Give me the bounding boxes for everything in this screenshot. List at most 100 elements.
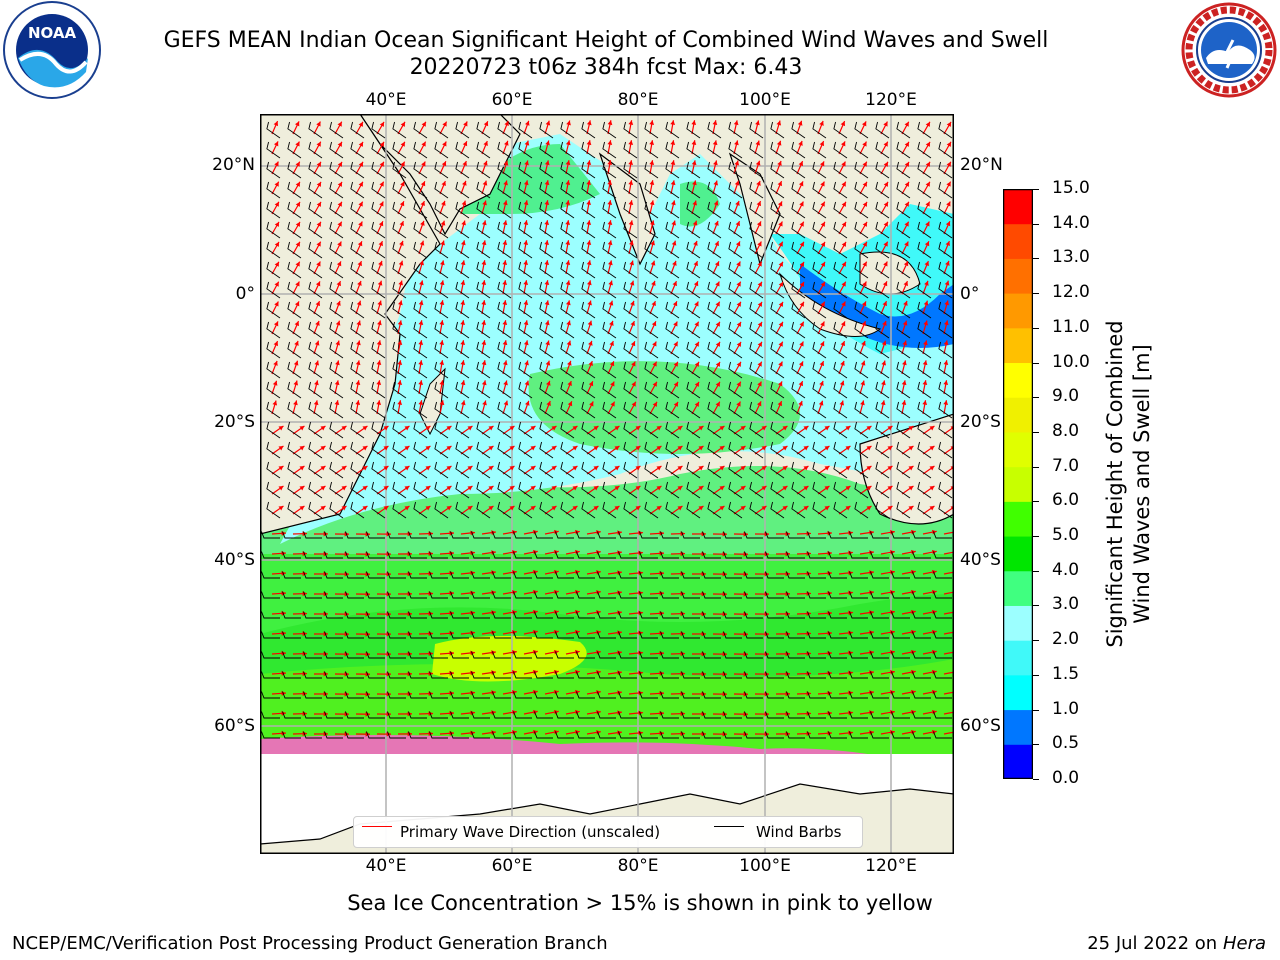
wave-direction-arrowhead: [656, 485, 662, 491]
wave-direction-arrowhead: [883, 181, 888, 187]
wind-barb: [765, 711, 784, 719]
wave-direction-arrowhead: [273, 121, 279, 127]
wave-direction-arrowhead: [608, 260, 613, 266]
wind-barb: [513, 591, 532, 599]
wave-direction-arrowhead: [446, 485, 452, 491]
wave-direction-arrowhead: [418, 320, 424, 326]
wave-direction-arrowhead: [607, 180, 613, 185]
wind-barb: [513, 631, 532, 639]
wind-barb: [665, 201, 680, 219]
wind-barb: [350, 201, 365, 219]
map-panel: Primary Wave Direction (unscaled) Wind B…: [260, 114, 954, 854]
wave-direction-arrowhead: [777, 181, 783, 187]
wave-direction-arrowhead: [777, 160, 782, 166]
wind-barb: [581, 181, 596, 199]
wind-barb: [875, 261, 890, 279]
wind-barb: [728, 181, 743, 199]
wave-direction-arrowhead: [824, 465, 830, 471]
wave-direction-arrowhead: [315, 320, 320, 326]
wind-barb: [686, 381, 701, 399]
wave-direction-arrowhead: [869, 530, 874, 535]
wind-barb: [287, 321, 302, 339]
wave-direction-arrowhead: [488, 505, 494, 511]
wind-barb: [329, 301, 344, 319]
wind-barb: [896, 321, 911, 339]
wind-barb: [455, 241, 470, 259]
wind-barb: [681, 631, 700, 639]
wind-barb: [891, 551, 910, 559]
wind-barb: [450, 631, 469, 639]
wave-direction-arrowhead: [910, 569, 916, 575]
wind-barb: [287, 341, 302, 359]
wind-barb: [702, 631, 721, 639]
wave-direction-arrowhead: [736, 341, 741, 347]
wave-direction-arrowhead: [491, 550, 496, 556]
wind-barb: [870, 591, 889, 599]
wave-direction-arrowhead: [358, 221, 363, 227]
wave-direction-arrowhead: [551, 505, 557, 511]
wave-direction-arrowhead: [736, 401, 741, 407]
wave-direction-arrowhead: [467, 505, 473, 511]
colorbar-label-line1: Significant Height of Combined: [1103, 320, 1127, 648]
wave-direction-arrowhead: [715, 281, 720, 287]
wave-direction-arrowhead: [376, 380, 382, 385]
wave-direction-arrowhead: [481, 300, 487, 305]
wind-barb: [345, 671, 364, 679]
wave-direction-arrowhead: [523, 320, 529, 326]
wave-direction-arrowhead: [572, 425, 578, 431]
wind-barb: [660, 631, 679, 639]
wave-direction-arrowhead: [890, 610, 895, 615]
wave-direction-arrowhead: [617, 530, 622, 536]
wind-barb: [329, 181, 344, 199]
wave-direction-arrowhead: [587, 300, 592, 306]
wind-barb: [917, 421, 932, 439]
lat-tick-left-60s: 60°S: [214, 716, 255, 736]
wave-direction-arrowhead: [715, 381, 720, 387]
wind-barb: [555, 611, 574, 619]
wave-direction-arrowhead: [460, 400, 466, 406]
colorbar-tick: [1033, 605, 1039, 607]
wind-barb: [266, 161, 281, 179]
wave-direction-arrowhead: [862, 161, 867, 167]
wave-direction-arrowhead: [482, 400, 487, 406]
wave-direction-arrowhead: [462, 180, 467, 186]
wind-barb: [266, 281, 281, 299]
wave-direction-arrowhead: [524, 360, 529, 366]
lat-tick-left-40s: 40°S: [214, 550, 255, 570]
wave-direction-arrowhead: [523, 340, 529, 346]
wave-direction-arrowhead: [481, 280, 487, 285]
wind-barb: [371, 341, 386, 359]
wind-barb: [287, 201, 302, 219]
wave-direction-arrowhead: [532, 649, 538, 655]
wave-direction-arrowhead: [651, 301, 656, 307]
chart-title: GEFS MEAN Indian Ocean Significant Heigh…: [163, 28, 1049, 53]
wave-direction-arrowhead: [776, 140, 782, 146]
wave-direction-arrowhead: [523, 180, 529, 186]
wave-direction-arrowhead: [593, 445, 599, 451]
wind-barb: [350, 341, 365, 359]
wave-direction-arrowhead: [320, 485, 326, 491]
wind-barb: [854, 421, 869, 439]
wind-barb: [476, 481, 491, 499]
wind-barb: [828, 671, 847, 679]
lat-tick-left-20n: 20°N: [212, 155, 255, 175]
wave-direction-arrowhead: [673, 361, 678, 367]
wave-direction-arrowhead: [798, 400, 803, 406]
wave-direction-arrowhead: [841, 161, 846, 167]
wave-direction-arrowhead: [502, 340, 508, 346]
wave-direction-arrowhead: [628, 220, 634, 226]
wave-direction-arrowhead: [824, 445, 830, 451]
wave-direction-arrowhead: [691, 160, 697, 166]
wave-direction-arrowhead: [273, 321, 279, 327]
wave-direction-arrowhead: [609, 320, 614, 326]
wind-barb: [476, 381, 491, 399]
wind-barb: [917, 461, 932, 479]
wave-direction-arrowhead: [565, 220, 571, 225]
wave-direction-arrowhead: [908, 505, 914, 511]
colorbar-tick: [1033, 674, 1039, 676]
wave-direction-arrowhead: [596, 550, 601, 555]
wave-direction-arrowhead: [575, 549, 580, 555]
lat-tick-right-60s: 60°S: [960, 716, 1001, 736]
wind-barb: [686, 201, 701, 219]
wave-direction-arrowhead: [691, 140, 697, 146]
